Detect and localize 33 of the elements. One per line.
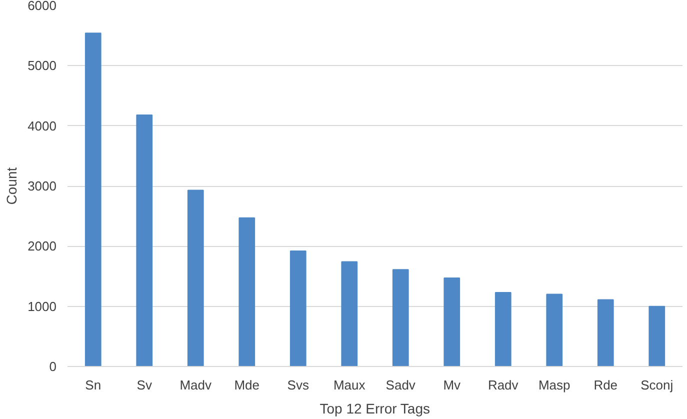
x-tick-label: Maux <box>333 378 366 392</box>
bar <box>136 114 153 366</box>
y-tick-label: 3000 <box>28 178 56 194</box>
y-tick-label: 6000 <box>28 0 56 13</box>
x-tick-label: Sv <box>136 378 152 392</box>
bar <box>341 261 358 366</box>
x-axis-title: Top 12 Error Tags <box>320 400 430 416</box>
bar <box>494 292 512 366</box>
bar <box>648 306 666 366</box>
x-tick-label: Sadv <box>386 378 416 392</box>
bar <box>290 250 306 366</box>
bar <box>597 299 614 366</box>
bar <box>84 32 102 366</box>
bar <box>238 217 256 366</box>
x-tick-label: Mde <box>234 378 260 392</box>
y-tick-label: 5000 <box>28 58 56 74</box>
x-tick-label: Svs <box>287 378 310 392</box>
y-tick-label: 2000 <box>28 238 56 254</box>
bar <box>187 190 204 366</box>
x-tick-label: Masp <box>538 378 570 392</box>
x-tick-label: Sconj <box>640 378 674 392</box>
bar <box>546 294 563 366</box>
x-tick-label: Mv <box>443 378 462 392</box>
x-tick-label: Rde <box>594 378 618 392</box>
y-tick-label: 1000 <box>28 298 56 314</box>
x-tick-label: Radv <box>488 378 519 392</box>
x-tick-label: Madv <box>180 378 212 392</box>
bar <box>444 278 460 366</box>
bar <box>392 269 409 366</box>
x-tick-label: Sn <box>85 378 102 392</box>
y-axis-title: Count <box>4 167 20 205</box>
y-tick-label: 4000 <box>28 118 56 134</box>
y-tick-label: 0 <box>49 359 57 374</box>
